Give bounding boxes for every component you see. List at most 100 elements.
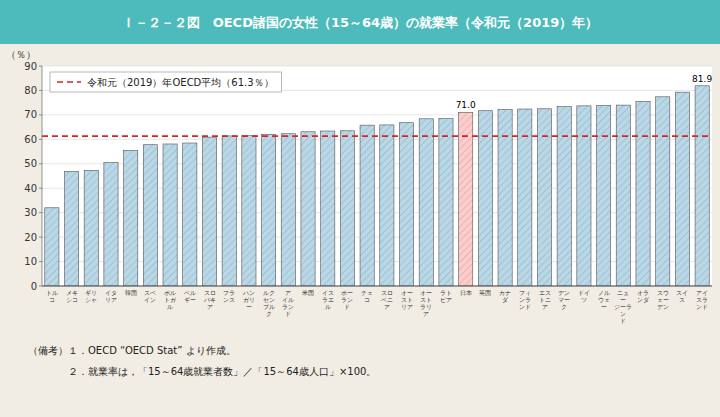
bar	[340, 131, 354, 286]
bar-hatch	[84, 170, 98, 286]
bar-hatch	[459, 112, 473, 286]
x-tick-label: エストニア	[539, 289, 551, 310]
x-tick-label: ポーランド	[341, 289, 353, 310]
bar	[597, 105, 611, 286]
bar-hatch	[380, 125, 394, 286]
bar-group	[242, 136, 256, 286]
x-tick-label: スロバキア	[203, 289, 216, 310]
x-tick-label: スウェーデン	[657, 289, 669, 310]
y-tick	[39, 212, 42, 213]
bar-hatch	[340, 131, 354, 286]
bar-hatch	[616, 105, 630, 286]
bar	[45, 208, 59, 286]
bar-group	[104, 163, 118, 286]
bar	[202, 137, 216, 286]
grid-line	[42, 163, 712, 164]
bar	[557, 107, 571, 286]
bar-group	[360, 125, 374, 286]
bar-hatch	[163, 144, 177, 286]
bar	[419, 119, 433, 286]
x-tick-label: アイルランド	[282, 289, 294, 317]
y-tick	[39, 286, 42, 287]
bar	[104, 163, 118, 286]
title-bar	[0, 0, 720, 44]
bar-group	[183, 143, 197, 286]
bar-hatch	[695, 86, 709, 286]
bar-hatch	[636, 101, 650, 286]
legend-swatch	[57, 81, 81, 83]
bar	[124, 151, 138, 286]
x-tick-label: カナダ	[499, 289, 511, 303]
x-tick-label: 日本	[460, 289, 472, 296]
grid-line	[42, 286, 712, 287]
x-tick-label: ギリシャ	[85, 289, 97, 303]
x-tick-label: ポルトガル	[164, 289, 177, 310]
bar-group	[478, 111, 492, 286]
x-tick-label: ベルギー	[184, 289, 196, 303]
bar-group	[557, 107, 571, 286]
bar-hatch	[242, 136, 256, 286]
y-tick-label: 30	[24, 207, 37, 218]
legend-box	[50, 72, 282, 92]
bar-hatch	[419, 119, 433, 286]
bar	[459, 112, 473, 286]
x-tick-label: 英国	[479, 289, 491, 296]
grid-line	[42, 212, 712, 213]
bar-group	[84, 170, 98, 286]
bar-hatch	[478, 111, 492, 286]
bar-hatch	[281, 134, 295, 286]
bar	[675, 92, 689, 286]
bar-group	[143, 145, 157, 286]
bar	[360, 125, 374, 286]
y-axis-label: （％）	[6, 49, 36, 60]
x-tick-label: スロベニア	[381, 289, 393, 310]
bar	[636, 101, 650, 286]
grid-line	[42, 188, 712, 189]
bar-group	[321, 131, 335, 286]
background	[0, 0, 720, 417]
legend-label: 令和元（2019）年OECD平均（61.3％）	[87, 77, 274, 88]
y-tick-label: 60	[24, 134, 37, 145]
bar-group	[597, 105, 611, 286]
bar-group	[281, 134, 295, 286]
x-tick-label: ハンガリー	[242, 289, 255, 310]
y-tick	[39, 114, 42, 115]
x-tick-label: ラトビア	[440, 289, 452, 303]
y-tick	[39, 139, 42, 140]
bar-group	[163, 144, 177, 286]
bar-hatch	[104, 163, 118, 286]
y-axis-line	[42, 66, 43, 286]
bar-group	[616, 105, 630, 286]
bar	[222, 136, 236, 286]
grid-line	[42, 114, 712, 115]
bar-hatch	[183, 143, 197, 286]
bar-group	[222, 136, 236, 286]
x-tick-label: ドイツ	[578, 289, 590, 303]
x-tick-label: 米国	[302, 289, 314, 296]
bar	[64, 171, 78, 286]
bar-hatch	[143, 145, 157, 286]
bar	[143, 145, 157, 286]
bar-hatch	[262, 134, 276, 286]
x-tick-label: デンマーク	[558, 289, 570, 310]
y-tick-label: 70	[24, 109, 37, 120]
title: Ｉ－２－２図 OECD諸国の女性（15～64歳）の就業率（令和元（2019）年）	[122, 15, 599, 30]
bars	[45, 86, 709, 286]
chart: Ｉ－２－２図 OECD諸国の女性（15～64歳）の就業率（令和元（2019）年）…	[0, 0, 720, 417]
bar-hatch	[45, 208, 59, 286]
y-tick-label: 90	[24, 61, 37, 72]
x-tick-label: フランス	[223, 289, 235, 303]
x-tick-label: オーストリア	[401, 289, 413, 310]
y-tick	[39, 163, 42, 164]
bar	[399, 123, 413, 286]
plot-background	[42, 66, 712, 286]
bar-group	[301, 132, 315, 286]
grid-line	[42, 237, 712, 238]
y-tick	[39, 90, 42, 91]
y-tick-label: 0	[31, 281, 37, 292]
bar-hatch	[64, 171, 78, 286]
y-tick-label: 20	[24, 232, 37, 243]
bar-hatch	[557, 107, 571, 286]
y-tick-label: 50	[24, 158, 37, 169]
y-tick-label: 40	[24, 183, 37, 194]
